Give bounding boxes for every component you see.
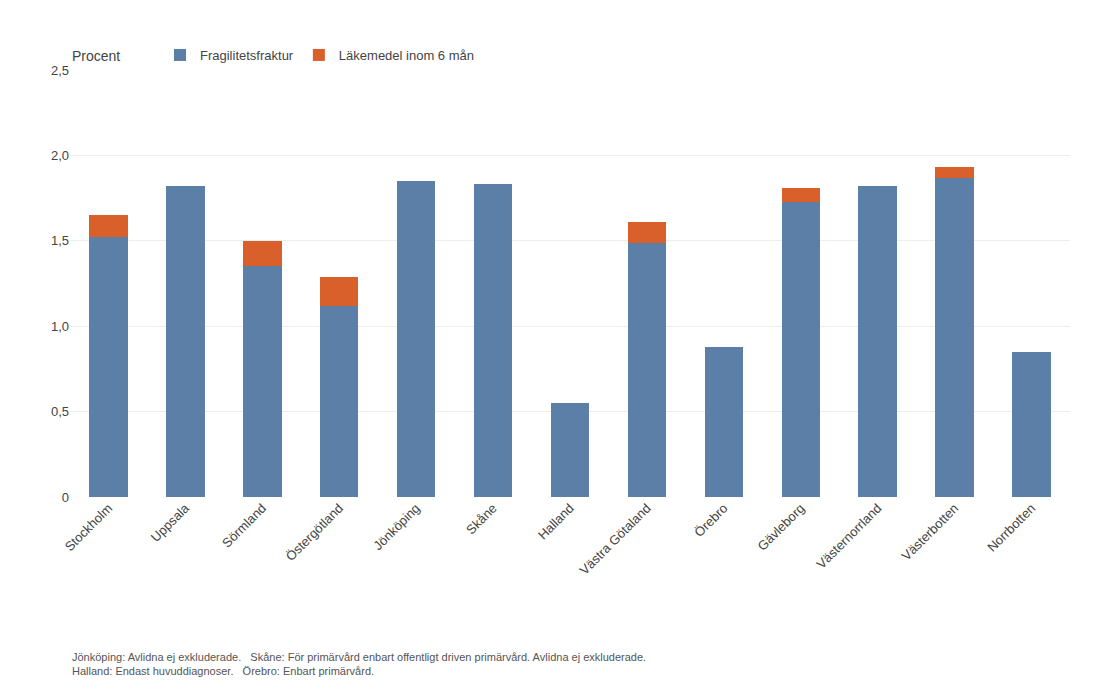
svg-text:Stockholm: Stockholm bbox=[62, 501, 116, 555]
svg-text:Jönköping: Avlidna ej exkluder: Jönköping: Avlidna ej exkluderade. Skåne… bbox=[72, 651, 646, 677]
svg-text:Skåne: Skåne bbox=[463, 501, 500, 538]
svg-text:Gävleborg: Gävleborg bbox=[754, 501, 807, 554]
svg-text:Norrbotten: Norrbotten bbox=[984, 501, 1038, 555]
svg-text:0,5: 0,5 bbox=[51, 404, 69, 419]
svg-text:0: 0 bbox=[62, 490, 69, 505]
svg-text:1,0: 1,0 bbox=[51, 319, 69, 334]
svg-text:Halland: Halland bbox=[535, 501, 577, 543]
svg-text:1,5: 1,5 bbox=[51, 233, 69, 248]
svg-text:Örebro: Örebro bbox=[691, 501, 730, 540]
svg-text:Västerbotten: Västerbotten bbox=[899, 501, 962, 564]
svg-text:Fragilitetsfraktur: Fragilitetsfraktur bbox=[200, 48, 294, 63]
svg-text:2,5: 2,5 bbox=[51, 63, 69, 78]
svg-text:Västra Götaland: Västra Götaland bbox=[577, 501, 654, 578]
svg-text:2,0: 2,0 bbox=[51, 148, 69, 163]
svg-text:Jönköping: Jönköping bbox=[370, 501, 423, 554]
svg-text:Läkemedel inom 6 mån: Läkemedel inom 6 mån bbox=[339, 48, 474, 63]
svg-text:Uppsala: Uppsala bbox=[148, 500, 193, 545]
svg-text:Östergötland: Östergötland bbox=[283, 501, 346, 564]
svg-text:Procent: Procent bbox=[72, 48, 120, 64]
svg-text:Västernorrland: Västernorrland bbox=[813, 501, 884, 572]
svg-text:Sörmland: Sörmland bbox=[219, 501, 269, 551]
